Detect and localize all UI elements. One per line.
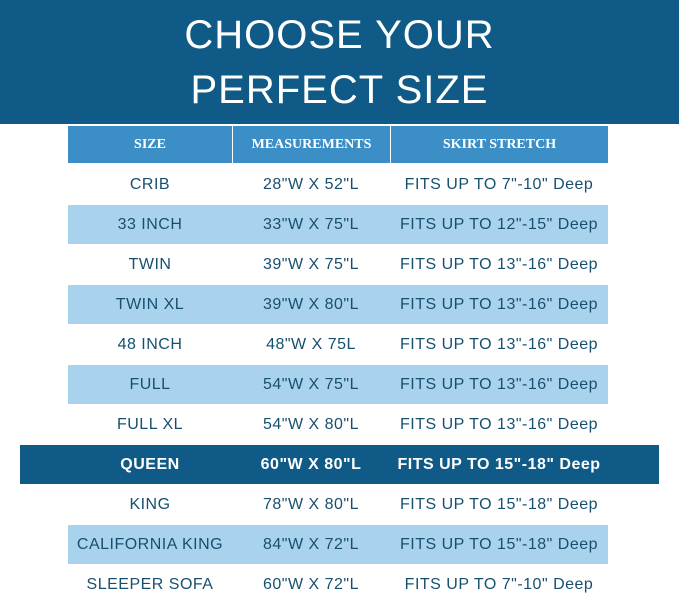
table-cell: 78"W X 80"L: [262, 496, 359, 513]
table-cell: 48 INCH: [117, 336, 183, 353]
table-row: KING 78"W X 80"L FITS UP TO 15"-18" Deep: [68, 485, 608, 524]
table-cell: SLEEPER SOFA: [86, 576, 214, 593]
table-cell: 33"W X 75"L: [262, 216, 359, 233]
table-cell: FULL: [129, 376, 171, 393]
table-row: SLEEPER SOFA 60"W X 72"L FITS UP TO 7"-10"…: [68, 565, 608, 604]
table-cell: FITS UP TO 13"-16" Deep: [399, 376, 599, 393]
table-cell: 84"W X 72"L: [262, 536, 359, 553]
table-cell: FITS UP TO 7"-10" Deep: [404, 176, 594, 193]
column-header: SIZE: [134, 137, 166, 152]
table-cell: FITS UP TO 13"-16" Deep: [399, 416, 599, 433]
table-cell: FITS UP TO 15"-18" Deep: [399, 496, 599, 513]
title-line: CHOOSE YOUR: [184, 13, 495, 57]
table-cell: FITS UP TO 7"-10" Deep: [404, 576, 594, 593]
table-cell: FITS UP TO 12"-15" Deep: [399, 216, 599, 233]
table-row: TWIN XL 39"W X 80"L FITS UP TO 13"-16" Dee…: [68, 285, 608, 324]
table-row: FULL 54"W X 75"L FITS UP TO 13"-16" Deep: [68, 365, 608, 404]
table-row: QUEEN 60"W X 80"L FITS UP TO 15"-18" Deep: [20, 445, 659, 484]
table-cell: FITS UP TO 13"-16" Deep: [399, 296, 599, 313]
table-cell: FITS UP TO 13"-16" Deep: [399, 336, 599, 353]
table-cell: 39"W X 75"L: [262, 256, 359, 273]
table-cell: CRIB: [129, 176, 171, 193]
table-cell: 54"W X 75"L: [262, 376, 359, 393]
title-line: PERFECT SIZE: [190, 68, 489, 112]
column-header: MEASUREMENTS: [232, 126, 390, 163]
table-cell: FULL XL: [116, 416, 184, 433]
table-cell: 48"W X 75L: [266, 336, 356, 353]
table-cell: 54"W X 80"L: [262, 416, 359, 433]
column-header: SKIRT STRETCH: [390, 126, 608, 163]
table-cell: FITS UP TO 13"-16" Deep: [399, 256, 599, 273]
table-cell: 60"W X 80"L: [260, 456, 362, 473]
table-cell: TWIN: [128, 256, 172, 273]
table-cell: QUEEN: [120, 456, 180, 473]
table-cell: 28"W X 52"L: [262, 176, 359, 193]
table-row: TWIN 39"W X 75"L FITS UP TO 13"-16" Deep: [68, 245, 608, 284]
table-row: 33 INCH 33"W X 75"L FITS UP TO 12"-15" Dee…: [68, 205, 608, 244]
table-cell: 39"W X 80"L: [262, 296, 359, 313]
table-cell: KING: [129, 496, 171, 513]
table-cell: FITS UP TO 15"-18" Deep: [397, 456, 601, 473]
banner: CHOOSE YOUR PERFECT SIZE: [0, 0, 679, 124]
table-row: CRIB 28"W X 52"L FITS UP TO 7"-10" Deep: [68, 165, 608, 204]
table-row: CALIFORNIA KING 84"W X 72"L FITS UP TO 15"…: [68, 525, 608, 564]
table-cell: 60"W X 72"L: [262, 576, 359, 593]
table-row: 48 INCH 48"W X 75L FITS UP TO 13"-16" Deep: [68, 325, 608, 364]
table-cell: 33 INCH: [117, 216, 183, 233]
table-cell: CALIFORNIA KING: [76, 536, 224, 553]
table-row: FULL XL 54"W X 80"L FITS UP TO 13"-16" Dee…: [68, 405, 608, 444]
table-cell: FITS UP TO 15"-18" Deep: [399, 536, 599, 553]
table-header: SIZE MEASUREMENTS SKIRT STRETCH: [68, 126, 608, 163]
table-cell: TWIN XL: [115, 296, 185, 313]
